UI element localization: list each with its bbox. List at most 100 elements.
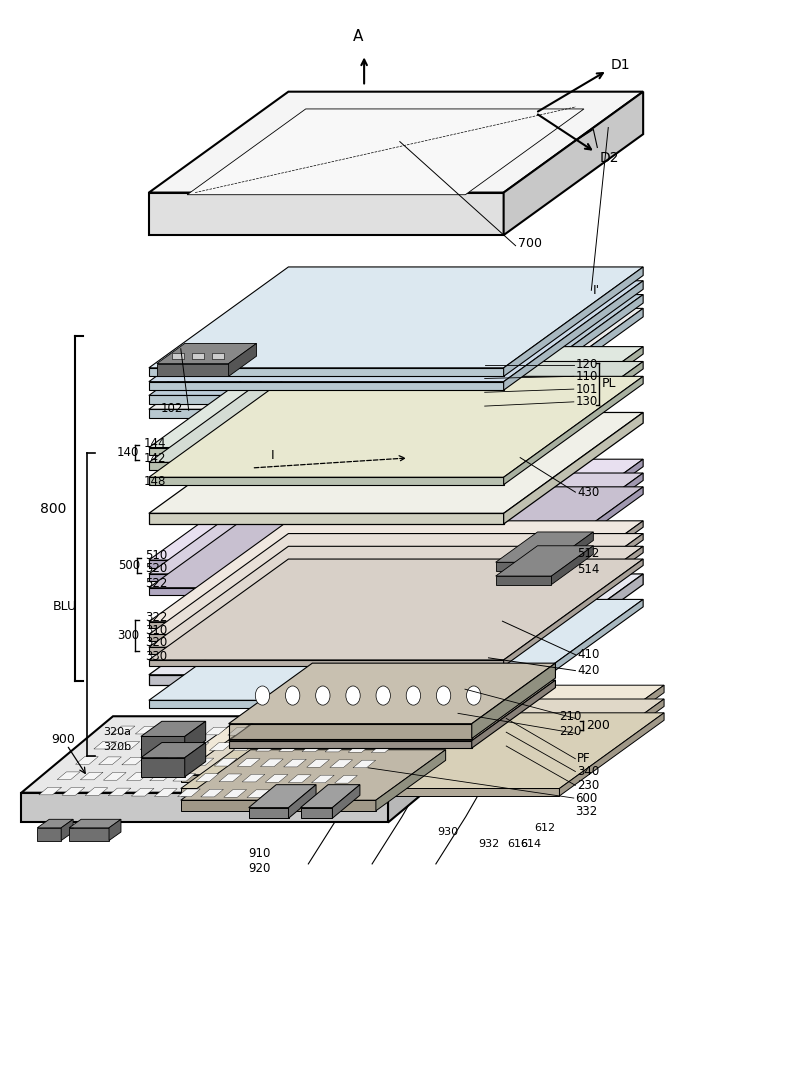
- Polygon shape: [149, 701, 504, 708]
- Text: 140: 140: [117, 446, 139, 459]
- Polygon shape: [504, 309, 643, 417]
- Polygon shape: [504, 473, 643, 581]
- Polygon shape: [61, 819, 73, 840]
- Bar: [172, 354, 184, 359]
- Text: 420: 420: [577, 665, 599, 677]
- Polygon shape: [289, 785, 316, 818]
- Polygon shape: [149, 622, 504, 628]
- Polygon shape: [185, 721, 206, 755]
- Text: 200: 200: [586, 719, 610, 733]
- Polygon shape: [57, 772, 80, 780]
- Polygon shape: [496, 532, 594, 562]
- Polygon shape: [306, 759, 330, 767]
- Text: 920: 920: [249, 862, 271, 874]
- Polygon shape: [157, 363, 229, 376]
- Polygon shape: [371, 744, 394, 753]
- Polygon shape: [173, 773, 195, 781]
- Polygon shape: [182, 727, 204, 735]
- Polygon shape: [214, 758, 237, 766]
- Circle shape: [466, 686, 481, 705]
- Text: 330: 330: [145, 651, 167, 663]
- Polygon shape: [149, 412, 643, 513]
- Polygon shape: [504, 267, 643, 376]
- Polygon shape: [559, 712, 664, 796]
- Polygon shape: [186, 742, 209, 750]
- Polygon shape: [210, 742, 232, 751]
- Polygon shape: [94, 741, 117, 749]
- Polygon shape: [149, 521, 643, 622]
- Text: 210: 210: [559, 709, 582, 723]
- Polygon shape: [149, 295, 643, 395]
- Bar: [212, 354, 224, 359]
- Polygon shape: [181, 685, 664, 760]
- Polygon shape: [390, 730, 412, 737]
- Polygon shape: [261, 759, 283, 767]
- Polygon shape: [168, 758, 190, 766]
- Polygon shape: [266, 774, 288, 782]
- Polygon shape: [149, 459, 643, 560]
- Polygon shape: [551, 532, 594, 571]
- Text: D1: D1: [610, 59, 630, 72]
- Polygon shape: [178, 789, 200, 797]
- Text: 700: 700: [518, 237, 542, 250]
- Polygon shape: [117, 741, 140, 750]
- Text: 616: 616: [508, 839, 529, 849]
- Polygon shape: [559, 699, 664, 782]
- Text: 600: 600: [575, 791, 598, 804]
- Polygon shape: [149, 193, 504, 235]
- Polygon shape: [80, 772, 103, 780]
- Polygon shape: [353, 760, 376, 768]
- Polygon shape: [75, 756, 98, 765]
- Polygon shape: [39, 787, 62, 794]
- Text: 144: 144: [143, 437, 166, 449]
- Polygon shape: [69, 828, 109, 840]
- Text: 148: 148: [143, 475, 166, 488]
- Polygon shape: [224, 789, 246, 798]
- Text: 320: 320: [145, 637, 167, 650]
- Polygon shape: [249, 807, 289, 818]
- Polygon shape: [69, 819, 121, 828]
- Polygon shape: [504, 574, 643, 686]
- Polygon shape: [149, 588, 504, 595]
- Polygon shape: [504, 534, 643, 641]
- Polygon shape: [85, 788, 108, 796]
- Text: 612: 612: [534, 823, 555, 833]
- Text: 512: 512: [577, 547, 599, 560]
- Polygon shape: [366, 730, 390, 737]
- Polygon shape: [274, 728, 297, 736]
- Polygon shape: [551, 545, 594, 585]
- Polygon shape: [496, 576, 551, 585]
- Text: 310: 310: [145, 624, 167, 637]
- Polygon shape: [154, 789, 177, 797]
- Polygon shape: [504, 346, 643, 455]
- Polygon shape: [504, 459, 643, 568]
- Text: 510: 510: [145, 550, 167, 562]
- Polygon shape: [279, 743, 302, 751]
- Polygon shape: [135, 726, 158, 734]
- Polygon shape: [149, 447, 504, 455]
- Polygon shape: [504, 281, 643, 390]
- Text: 230: 230: [577, 779, 599, 791]
- Polygon shape: [187, 109, 584, 195]
- Polygon shape: [149, 574, 643, 675]
- Text: I: I: [270, 448, 274, 461]
- Circle shape: [346, 686, 360, 705]
- Text: 332: 332: [575, 805, 598, 818]
- Polygon shape: [330, 759, 353, 768]
- Polygon shape: [242, 774, 265, 782]
- Polygon shape: [38, 828, 61, 840]
- Polygon shape: [149, 600, 643, 701]
- Polygon shape: [149, 267, 643, 367]
- Text: 522: 522: [145, 577, 167, 590]
- Text: 300: 300: [117, 629, 139, 642]
- Circle shape: [316, 686, 330, 705]
- Polygon shape: [229, 663, 555, 724]
- Polygon shape: [504, 546, 643, 654]
- Polygon shape: [388, 717, 480, 822]
- Polygon shape: [149, 92, 643, 193]
- Polygon shape: [149, 559, 643, 660]
- Text: 110: 110: [575, 370, 598, 382]
- Polygon shape: [472, 663, 555, 738]
- Polygon shape: [149, 462, 504, 470]
- Text: D2: D2: [599, 150, 619, 164]
